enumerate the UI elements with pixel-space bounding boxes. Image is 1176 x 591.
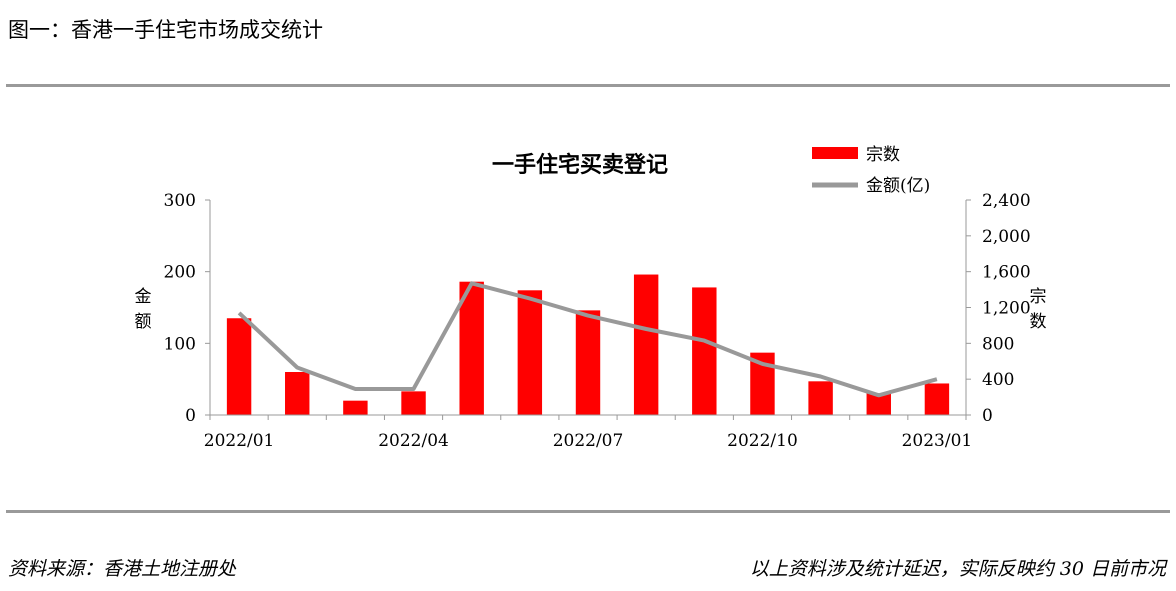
x-tick-label: 2022/07 bbox=[553, 431, 624, 451]
bar-2022/01 bbox=[226, 318, 252, 415]
axes bbox=[205, 200, 971, 420]
left-axis-label: 金额 bbox=[135, 287, 152, 332]
bar-2022/11 bbox=[808, 381, 833, 415]
bar-2022/07 bbox=[575, 310, 601, 415]
bar-2022/08 bbox=[633, 274, 659, 415]
bar-series bbox=[226, 274, 950, 415]
x-axis-ticks: 2022/01 2022/04 2022/07 2022/10 2023/01 bbox=[204, 415, 972, 451]
bar-2022/03 bbox=[343, 400, 368, 415]
right-tick-label: 800 bbox=[982, 334, 1014, 354]
x-tick-label: 2023/01 bbox=[902, 431, 973, 451]
bottom-divider bbox=[6, 510, 1170, 513]
right-tick-label: 0 bbox=[982, 406, 993, 426]
legend-swatch-bar bbox=[812, 147, 858, 159]
left-axis-title: 金额 bbox=[135, 287, 152, 332]
legend-label-line: 金额(亿) bbox=[866, 176, 930, 196]
right-tick-label: 1,600 bbox=[982, 263, 1031, 283]
right-axis-label: 宗数 bbox=[1030, 287, 1047, 332]
top-divider bbox=[6, 84, 1170, 87]
chart-title: 一手住宅买卖登记 bbox=[492, 152, 668, 178]
figure-title: 图一：香港一手住宅市场成交统计 bbox=[8, 18, 323, 42]
line-series bbox=[237, 281, 938, 398]
left-tick-label: 100 bbox=[164, 334, 196, 354]
bar-2023/01 bbox=[924, 383, 950, 415]
left-axis-ticks: 0 100 200 300 bbox=[164, 191, 210, 426]
right-tick-label: 2,400 bbox=[982, 191, 1031, 211]
bar-2022/02 bbox=[285, 372, 310, 415]
right-axis-title: 宗数 bbox=[1030, 287, 1047, 332]
bar-2022/09 bbox=[692, 287, 717, 415]
source-note: 资料来源：香港土地注册处 bbox=[8, 558, 237, 580]
data-delay-note: 以上资料涉及统计延迟，实际反映约 30 日前市况 bbox=[749, 558, 1166, 580]
left-tick-label: 300 bbox=[164, 191, 196, 211]
x-tick-label: 2022/10 bbox=[727, 431, 798, 451]
legend: 宗数 金额(亿) bbox=[812, 145, 930, 196]
legend-label-bar: 宗数 bbox=[866, 145, 900, 165]
x-tick-label: 2022/01 bbox=[204, 431, 275, 451]
bar-2022/12 bbox=[866, 393, 891, 415]
right-axis-ticks: 0 400 800 1,200 1,600 2,000 2,400 bbox=[966, 191, 1031, 426]
right-tick-label: 2,000 bbox=[982, 227, 1031, 247]
bar-2022/04 bbox=[401, 391, 426, 415]
right-tick-label: 400 bbox=[982, 370, 1014, 390]
bar-2022/06 bbox=[517, 290, 543, 415]
bar-2022/05 bbox=[459, 281, 484, 415]
left-tick-label: 200 bbox=[164, 263, 196, 283]
x-tick-label: 2022/04 bbox=[378, 431, 449, 451]
left-tick-label: 0 bbox=[185, 406, 196, 426]
right-tick-label: 1,200 bbox=[982, 299, 1031, 319]
